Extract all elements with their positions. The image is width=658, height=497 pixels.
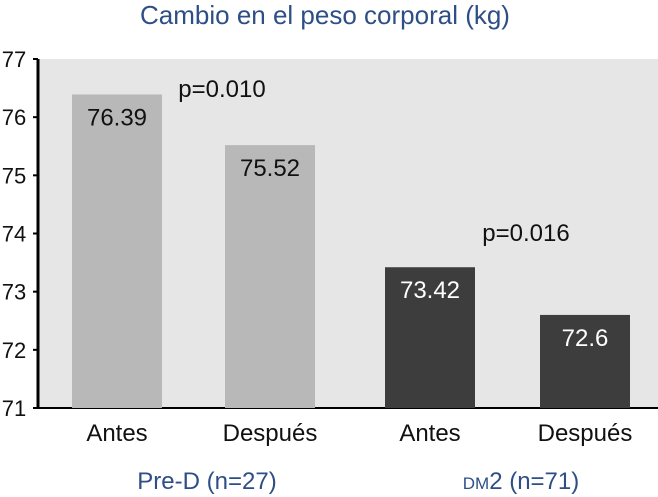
p-value-label-group-1: p=0.010 <box>178 76 265 103</box>
y-tick-label: 72 <box>2 338 26 363</box>
category-labels: Antes Después Antes Después <box>86 420 632 447</box>
bar <box>540 314 630 408</box>
category-label: Antes <box>399 420 460 447</box>
category-label: Después <box>223 420 318 447</box>
y-tick-label: 74 <box>2 222 26 247</box>
bar-value-label: 75.52 <box>240 155 300 182</box>
bar <box>225 145 315 408</box>
bar-value-label: 76.39 <box>87 104 147 131</box>
group-label-dm2-prefix: DM <box>463 474 489 493</box>
group-label-dm2: DM2 (n=71) <box>463 468 580 495</box>
y-tick-label: 75 <box>2 163 26 188</box>
chart-title: Cambio en el peso corporal (kg) <box>140 0 510 30</box>
group-label-pre-d: Pre-D (n=27) <box>137 468 276 495</box>
bars: 76.39 75.52 73.42 72.6 <box>72 94 630 409</box>
y-tick-label: 73 <box>2 280 26 305</box>
y-tick-label: 77 <box>2 47 26 72</box>
p-value-label-group-2: p=0.016 <box>482 220 569 247</box>
category-label: Después <box>538 420 633 447</box>
bar-value-label: 73.42 <box>400 277 460 304</box>
bar-value-label: 72.6 <box>562 325 609 352</box>
bar <box>72 94 162 409</box>
bar <box>385 267 475 408</box>
category-label: Antes <box>86 420 147 447</box>
y-tick-label: 71 <box>2 396 26 421</box>
y-tick-label: 76 <box>2 105 26 130</box>
group-label-dm2-suffix: 2 (n=71) <box>489 468 579 495</box>
y-axis-ticks: 71 72 73 74 75 76 77 <box>2 47 38 421</box>
